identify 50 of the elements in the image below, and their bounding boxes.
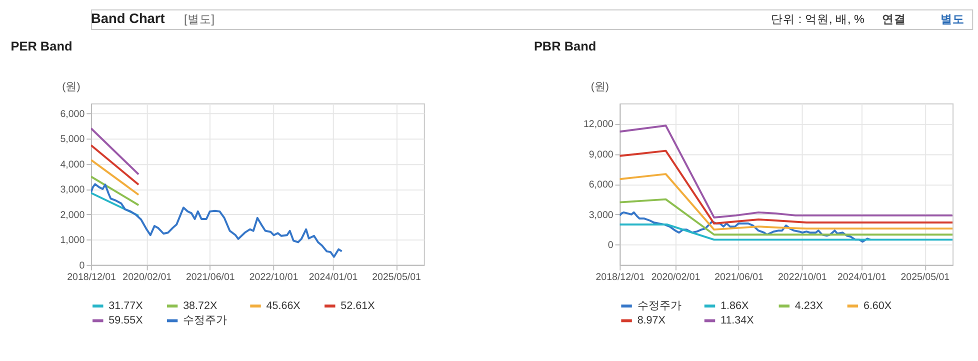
legend-label: 4.23X [794, 300, 824, 312]
y-axis-title: (원) [590, 81, 609, 94]
line-series [620, 211, 872, 243]
y-tick-label: 2,000 [60, 210, 86, 221]
y-tick-label: 3,000 [588, 210, 614, 221]
x-tick-label: 2025/05/01 [900, 272, 950, 284]
x-tick-label: 2020/02/01 [651, 272, 700, 284]
y-tick-label: 6,000 [60, 108, 86, 120]
legend-label: 1.86X [720, 300, 749, 312]
text: 단위 : 억원, 배, % [771, 13, 865, 26]
legend-label: 6.60X [863, 300, 892, 312]
line-series [91, 183, 343, 258]
y-tick-label: 4,000 [60, 159, 86, 170]
y-tick-label: 6,000 [588, 180, 614, 191]
legend-label: 8.97X [637, 314, 666, 327]
x-tick-label: 2021/06/01 [714, 272, 764, 284]
y-tick-label: 9,000 [588, 149, 614, 160]
legend-label: 45.66X [266, 300, 300, 312]
y-tick-label: 12,000 [583, 119, 614, 130]
line-series [620, 173, 953, 231]
legend-label: 31.77X [108, 300, 143, 312]
chart-title: PBR Band [534, 38, 596, 54]
y-tick-label: 5,000 [60, 134, 86, 146]
x-tick-label: 2024/01/01 [837, 272, 886, 284]
x-tick-label: 2022/10/01 [778, 272, 827, 284]
text: 연결 [882, 13, 906, 26]
chart-title: PER Band [10, 38, 72, 54]
y-axis-title: (원) [62, 81, 80, 94]
x-tick-label: 2022/10/01 [249, 272, 298, 284]
line-series [620, 124, 953, 218]
text: Band Chart [91, 11, 166, 26]
text: [별도] [184, 13, 215, 26]
legend-label: 38.72X [183, 300, 218, 312]
y-tick-label: 0 [79, 260, 86, 272]
legend-label: 52.61X [340, 300, 375, 312]
x-tick-label: 2024/01/01 [308, 272, 358, 284]
y-tick-label: 1,000 [60, 235, 86, 246]
legend-label: 11.34X [720, 314, 754, 327]
line-series [620, 150, 953, 225]
text: 별도 [940, 13, 965, 26]
legend-label: 수정주가 [637, 300, 682, 312]
legend-label: 수정주가 [183, 314, 228, 327]
x-tick-label: 2018/12/01 [67, 272, 116, 284]
x-tick-label: 2020/02/01 [122, 272, 172, 284]
x-tick-label: 2021/06/01 [186, 272, 235, 284]
x-tick-label: 2025/05/01 [372, 272, 421, 284]
y-tick-label: 3,000 [60, 184, 86, 196]
y-tick-label: 0 [608, 240, 614, 252]
x-tick-label: 2018/12/01 [596, 272, 645, 284]
legend-label: 59.55X [108, 314, 143, 327]
